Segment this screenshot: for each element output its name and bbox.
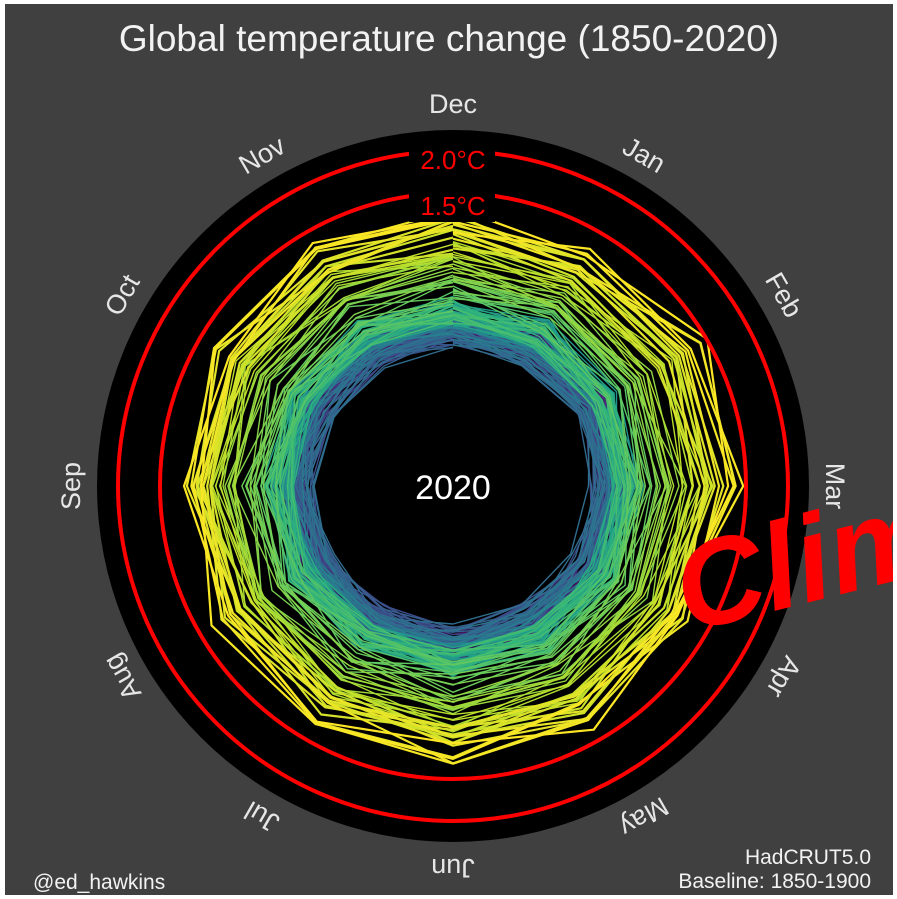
month-label-apr: Apr bbox=[760, 651, 807, 702]
month-label-oct: Oct bbox=[99, 269, 146, 321]
spiral-year-2019 bbox=[200, 217, 745, 760]
chart-title: Global temperature change (1850-2020) bbox=[118, 18, 780, 59]
ring-1-5-label-bg bbox=[409, 190, 495, 222]
month-label-aug: Aug bbox=[97, 649, 147, 706]
spiral-year-2010 bbox=[195, 233, 701, 731]
month-label-jun: Jun bbox=[431, 853, 475, 883]
source-note: HadCRUT5.0 Baseline: 1850-1900 bbox=[678, 846, 871, 894]
spiral-year-2008 bbox=[202, 247, 713, 739]
month-label-jul: Jul bbox=[240, 795, 285, 838]
spiral-year-2018 bbox=[192, 216, 735, 765]
spiral-year-1988 bbox=[231, 274, 670, 701]
month-label-may: May bbox=[614, 791, 674, 843]
spiral-year-1986 bbox=[246, 276, 651, 686]
ring-2-0-label: 2.0°C bbox=[420, 145, 485, 175]
month-label-sep: Sep bbox=[56, 462, 86, 510]
spiral-year-2002 bbox=[210, 241, 683, 716]
center-year-label: 2020 bbox=[415, 469, 491, 507]
spiral-year-2016 bbox=[202, 220, 721, 759]
spiral-year-2000 bbox=[209, 256, 688, 733]
author-credit: @ed_hawkins bbox=[33, 871, 166, 894]
month-label-nov: Nov bbox=[234, 130, 291, 180]
source-baseline: Baseline: 1850-1900 bbox=[678, 870, 871, 893]
spiral-year-1975 bbox=[275, 290, 640, 667]
month-label-feb: Feb bbox=[759, 267, 808, 322]
ring-2-0-label-bg bbox=[409, 144, 495, 176]
spiral-year-2003 bbox=[211, 243, 701, 721]
spiral-year-1956 bbox=[292, 303, 639, 657]
chart-figure: 2.0°C 1.5°C Dec Jan Feb Mar Apr May Jun Jul Aug S… bbox=[5, 4, 893, 895]
spiral-year-2013 bbox=[195, 215, 725, 729]
spiral-year-2014 bbox=[199, 228, 706, 747]
spiral-year-1989 bbox=[249, 263, 666, 712]
spiral-chart: 2.0°C 1.5°C Dec Jan Feb Mar Apr May Jun Jul Aug S… bbox=[56, 89, 850, 883]
source-dataset: HadCRUT5.0 bbox=[744, 846, 871, 869]
spiral-lines bbox=[182, 205, 745, 765]
spiral-year-1992 bbox=[224, 255, 680, 698]
month-label-mar: Mar bbox=[820, 463, 850, 510]
month-label-dec: Dec bbox=[429, 89, 477, 119]
ring-1-5-label: 1.5°C bbox=[420, 191, 485, 221]
spiral-year-2004 bbox=[210, 251, 684, 721]
month-label-jan: Jan bbox=[618, 131, 671, 179]
spiral-year-1977 bbox=[255, 285, 638, 663]
